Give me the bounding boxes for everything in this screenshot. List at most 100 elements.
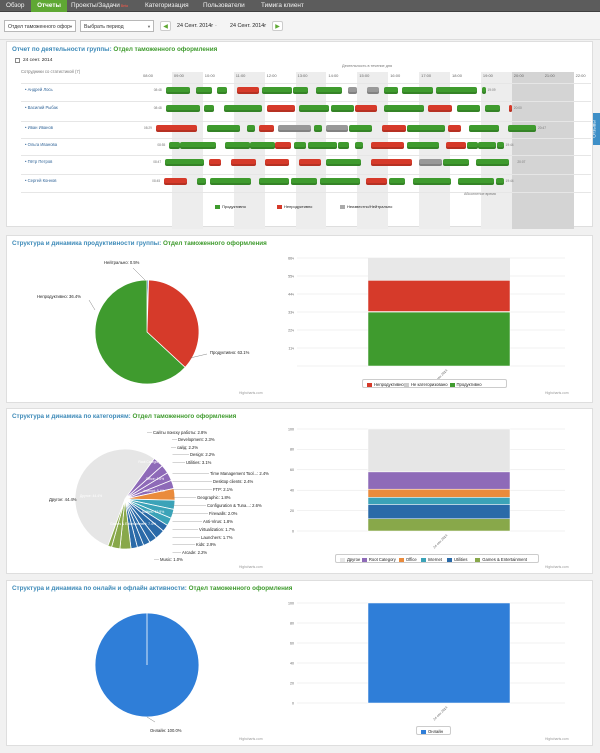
legend-item: Онлайн — [421, 729, 443, 734]
row-divider — [21, 174, 591, 175]
nav-reports[interactable]: Отчеты — [31, 0, 67, 12]
legend-item: Непродуктивно — [277, 204, 312, 209]
label-connector — [132, 267, 146, 281]
department-select[interactable]: Отдел таможенного офор ▼ — [4, 20, 76, 32]
pie-label: Непродуктивно: 36.4% — [37, 294, 81, 299]
activity-segment — [230, 159, 256, 166]
y-tick-label: 0 — [292, 529, 294, 533]
y-tick-label: 100 — [288, 427, 294, 431]
nav-client[interactable]: Тимига клиент — [261, 2, 304, 9]
date-from[interactable]: 24 Сент. 2014г — [177, 23, 214, 29]
activity-segment — [313, 125, 322, 132]
panel-title-prefix: Структура и динамика по категориям: — [12, 413, 131, 420]
legend-item: Другое — [340, 557, 360, 562]
activity-segment — [508, 105, 512, 112]
pie-inner-label: Другое: 44.4% — [80, 494, 102, 498]
y-tick-label: 60 — [290, 468, 294, 472]
period-value: Выбрать период — [84, 24, 124, 30]
activity-segment — [427, 105, 453, 112]
feedback-tab[interactable]: Отзывы — [589, 113, 600, 145]
bar-segment — [367, 280, 511, 312]
bar-segment — [367, 488, 511, 498]
categories-pie-chart: Root Category: 14.1% Office: 1.6% Internet… — [49, 430, 269, 562]
legend-swatch — [277, 204, 282, 209]
label-connector — [189, 353, 208, 359]
activity-segment — [508, 125, 536, 132]
activity-segment — [210, 178, 252, 185]
hour-label: 20:00 — [513, 73, 524, 78]
activity-segment — [299, 159, 322, 166]
activity-segment — [446, 142, 467, 149]
legend-swatch — [420, 557, 426, 562]
legend-item: Продуктивно — [449, 382, 482, 387]
activity-segment — [330, 105, 354, 112]
pie-slice — [94, 279, 186, 385]
legend-label: Не категоризовано — [410, 382, 448, 387]
axis-title: Деятельность в течение дня — [342, 64, 393, 68]
activity-segment — [169, 142, 180, 149]
y-tick-label: 80 — [290, 448, 294, 452]
online-pie-chart: Онлайн: 100.0% — [94, 612, 200, 733]
online-bar-chart: 0 20 40 60 80 100 24 сен 2014 — [288, 601, 565, 721]
legend-label: Internet — [427, 557, 442, 562]
activity-segment — [236, 87, 259, 94]
pie-label: Launchers: 1.7% — [201, 535, 233, 540]
legend-box: Другое Root Category Office Internet Utiliti… — [335, 554, 539, 563]
employee-name: • Пётр Петров — [25, 159, 53, 164]
hour-label: 14:00 — [328, 73, 339, 78]
hour-label: 18:00 — [452, 73, 463, 78]
activity-segment — [293, 142, 307, 149]
y-tick-label: 60 — [290, 641, 294, 645]
legend-item: Продуктивно — [215, 204, 246, 209]
activity-segment — [155, 125, 197, 132]
hour-band — [233, 72, 265, 229]
expand-checkbox[interactable] — [15, 58, 20, 63]
activity-segment — [347, 87, 357, 94]
activity-segment — [315, 87, 343, 94]
legend-item: Root Category — [361, 557, 396, 562]
hour-label: 12:00 — [266, 73, 277, 78]
period-select[interactable]: Выбрать период ▼ — [80, 20, 154, 32]
legend-swatch — [403, 382, 409, 387]
activity-segment — [354, 142, 363, 149]
hour-band — [480, 72, 512, 229]
activity-segment — [320, 178, 361, 185]
prev-date-arrow-icon[interactable]: ◀ — [160, 21, 171, 31]
categories-bar-chart: 0 20 40 60 80 100 24 сен 2014 — [288, 427, 565, 549]
nav-projects[interactable]: Проекты/ЗадачиBeta — [71, 0, 128, 12]
panel-title: Структура и динамика по онлайн и офлайн … — [12, 585, 292, 592]
legend-label: Office — [405, 557, 417, 562]
date-to[interactable]: 24 Сент. 2014г — [230, 23, 267, 29]
legend-label: Неизвестно/Нейтрально — [347, 204, 393, 209]
hour-band — [295, 72, 327, 229]
pie-label: Kids: 2.9% — [196, 542, 216, 547]
legend-box: Непродуктивно Не категоризовано Продуктивн… — [362, 379, 507, 388]
date-separator: - — [215, 23, 217, 29]
hour-label: 19:00 — [482, 73, 493, 78]
nav-users[interactable]: Пользователи — [203, 2, 245, 9]
y-tick-label: 80 — [290, 621, 294, 625]
nav-overview[interactable]: Обзор — [6, 2, 25, 9]
end-time: 19:44 — [505, 143, 514, 147]
pie-label: Сайты поиску работы: 2.8% — [153, 430, 207, 435]
row-divider — [21, 83, 591, 84]
start-time: 08:47 — [153, 160, 162, 164]
productivity-pie-chart: Нейтрально: 0.5% Непродуктивно: 36.4% Прод… — [37, 260, 250, 385]
legend-swatch — [475, 557, 481, 562]
row-divider — [21, 155, 591, 156]
employee-name: • Василий Рыбак — [25, 105, 58, 110]
legend-swatch — [449, 382, 455, 387]
panel-title-dept: Отдел таможенного оформления — [113, 46, 218, 53]
chart-credit: Highcharts.com — [239, 737, 263, 741]
nav-categorization[interactable]: Категоризация — [145, 2, 189, 9]
activity-segment — [402, 87, 434, 94]
activity-segment — [292, 87, 309, 94]
legend-item: Utilities — [446, 557, 467, 562]
hour-label: 08:00 — [143, 73, 154, 78]
panel-productivity: Структура и динамика продуктивности груп… — [6, 235, 593, 403]
next-date-arrow-icon[interactable]: ▶ — [272, 21, 283, 31]
activity-segment — [370, 142, 404, 149]
start-time: 08:48 — [153, 88, 162, 92]
employee-name: • Иван Иванов — [25, 125, 54, 130]
pie-label: Virtualization: 1.7% — [199, 527, 235, 532]
